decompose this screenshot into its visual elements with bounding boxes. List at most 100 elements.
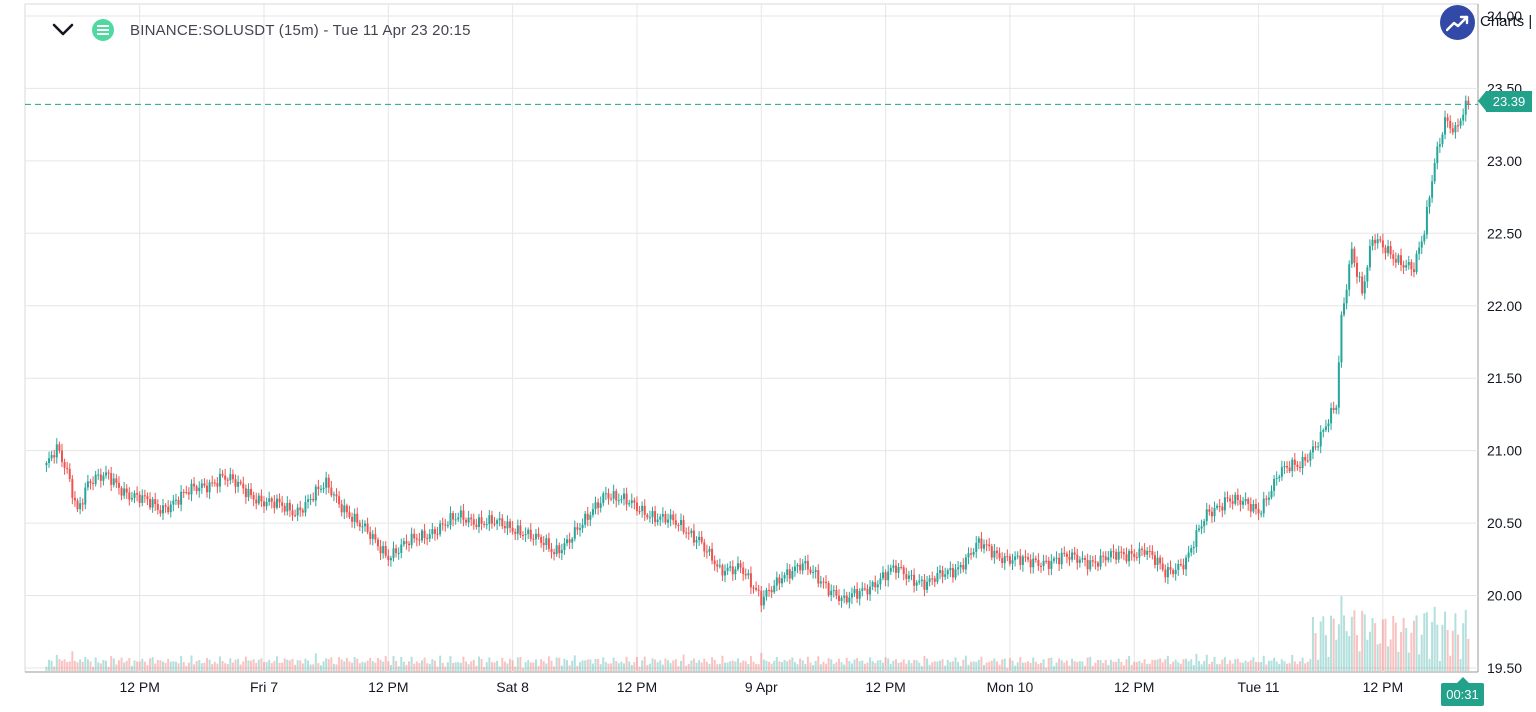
volume-bar	[1156, 659, 1159, 671]
volume-bar	[1423, 613, 1426, 671]
volume-bar	[1348, 635, 1351, 671]
candle-body	[612, 491, 615, 499]
candle-body	[584, 513, 587, 525]
price-tick-label: 22.00	[1487, 298, 1522, 314]
candle-body	[957, 567, 960, 570]
volume-bar	[1034, 661, 1037, 671]
candle-body	[1135, 556, 1138, 558]
candle-body	[319, 488, 322, 490]
volume-bar	[765, 660, 768, 671]
candle-body	[1210, 511, 1213, 517]
volume-bar	[1021, 662, 1024, 671]
volume-bar	[221, 660, 224, 671]
candle-body	[356, 513, 359, 523]
candle-body	[1148, 550, 1151, 552]
candle-body	[519, 525, 522, 536]
volume-bar	[682, 654, 685, 671]
candle-body	[457, 517, 460, 520]
volume-bar	[283, 658, 286, 671]
candle-body	[255, 499, 258, 504]
volume-bar	[594, 658, 597, 671]
volume-bar	[58, 658, 61, 671]
candle-body	[190, 483, 193, 495]
candle-body	[503, 526, 506, 529]
volume-bar	[1125, 659, 1128, 671]
candle-body	[48, 458, 51, 463]
volume-bar	[294, 664, 297, 671]
candle-body	[110, 473, 113, 485]
candle-body	[933, 578, 936, 582]
candle-body	[726, 567, 729, 571]
candle-body	[902, 567, 905, 575]
volume-bar	[79, 659, 82, 671]
volume-bar	[584, 660, 587, 671]
volume-bar	[711, 657, 714, 671]
volume-bar	[654, 659, 657, 671]
candle-body	[672, 514, 675, 521]
volume-bar	[705, 661, 708, 671]
candle-body	[117, 482, 120, 488]
volume-bar	[234, 659, 237, 671]
volume-bar	[1084, 665, 1087, 671]
candle-body	[866, 588, 869, 595]
candle-body	[351, 516, 354, 522]
volume-bar	[1195, 653, 1198, 671]
volume-bar	[66, 662, 69, 671]
volume-bar	[1467, 638, 1470, 671]
volume-bar	[374, 662, 377, 671]
time-tick-label: 12 PM	[865, 679, 905, 695]
candle-body	[490, 515, 493, 524]
chevron-down-icon[interactable]	[48, 15, 78, 45]
candle-body	[793, 566, 796, 572]
candle-body	[1335, 407, 1338, 410]
volume-bar	[905, 663, 908, 671]
volume-bar	[1166, 655, 1169, 671]
volume-bar	[1076, 662, 1079, 671]
volume-bar	[1332, 618, 1335, 671]
volume-bar	[511, 660, 514, 671]
candle-body	[874, 582, 877, 588]
candle-body	[547, 538, 550, 549]
volume-bar	[418, 663, 421, 671]
volume-bar	[1407, 652, 1410, 671]
volume-bar	[796, 664, 799, 671]
volume-bar	[1221, 659, 1224, 671]
volume-bar	[1286, 663, 1289, 671]
candle-body	[765, 590, 768, 597]
candle-body	[1374, 239, 1377, 244]
candle-body	[1317, 446, 1320, 448]
candle-body	[806, 560, 809, 570]
candle-body	[1273, 479, 1276, 491]
volume-bar	[581, 660, 584, 671]
candle-body	[692, 530, 695, 543]
candle-body	[312, 498, 315, 501]
volume-bar	[708, 663, 711, 671]
volume-bar	[307, 660, 310, 671]
volume-bar	[806, 656, 809, 671]
time-tick-label: Tue 11	[1238, 679, 1280, 695]
candle-body	[1190, 548, 1193, 553]
volume-bar	[534, 659, 537, 671]
volume-bar	[335, 664, 338, 671]
volume-bar	[444, 666, 447, 671]
candle-body	[1371, 239, 1374, 247]
volume-bar	[138, 661, 141, 671]
volume-bar	[835, 662, 838, 671]
volume-bar	[73, 660, 76, 671]
candle-body	[1236, 494, 1239, 501]
candle-body	[975, 542, 978, 552]
trend-up-icon[interactable]	[1440, 5, 1475, 40]
volume-bar	[840, 662, 843, 671]
volume-bar	[1052, 666, 1055, 671]
candle-body	[1011, 560, 1014, 564]
candle-body	[470, 517, 473, 520]
candle-body	[1304, 457, 1307, 461]
candle-body	[1288, 467, 1291, 472]
volume-bar	[343, 661, 346, 671]
candle-body	[237, 481, 240, 487]
candle-body	[1122, 552, 1125, 555]
volume-bar	[1104, 659, 1107, 671]
volume-bar	[744, 661, 747, 671]
candle-body	[1441, 134, 1444, 145]
